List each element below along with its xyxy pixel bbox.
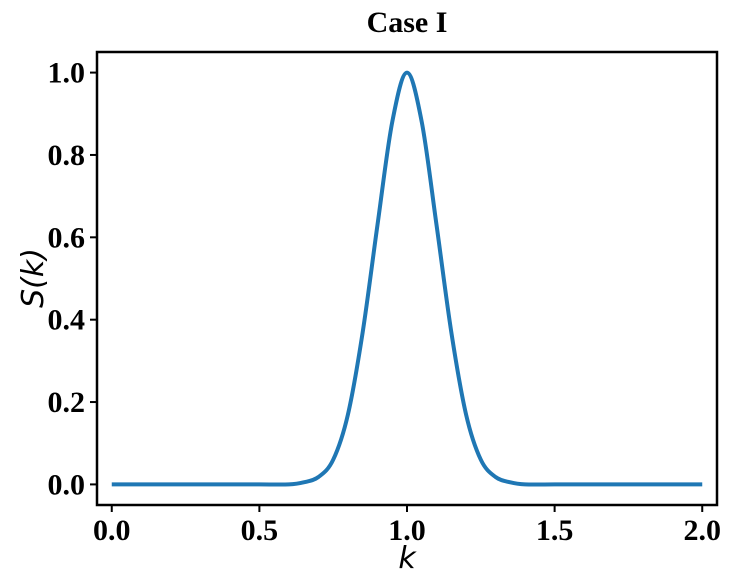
- y-tick-label: 0.6: [48, 221, 86, 254]
- chart-title: Case I: [367, 6, 448, 39]
- y-tick-label: 1.0: [48, 57, 86, 90]
- x-tick-label: 0.5: [241, 514, 279, 547]
- x-tick-label: 1.5: [536, 514, 574, 547]
- y-tick-label: 0.2: [48, 386, 86, 419]
- x-tick-label: 0.0: [93, 514, 131, 547]
- x-tick-label: 1.0: [388, 514, 426, 547]
- y-tick-label: 0.4: [48, 304, 86, 337]
- y-axis-label: S(k): [16, 248, 51, 308]
- plot-frame: [95, 50, 719, 507]
- y-tick-label: 0.8: [48, 139, 86, 172]
- x-tick-label: 2.0: [683, 514, 721, 547]
- x-axis-label: k: [398, 541, 417, 576]
- series-line-0: [111, 70, 703, 487]
- y-tick-label: 0.0: [48, 468, 86, 501]
